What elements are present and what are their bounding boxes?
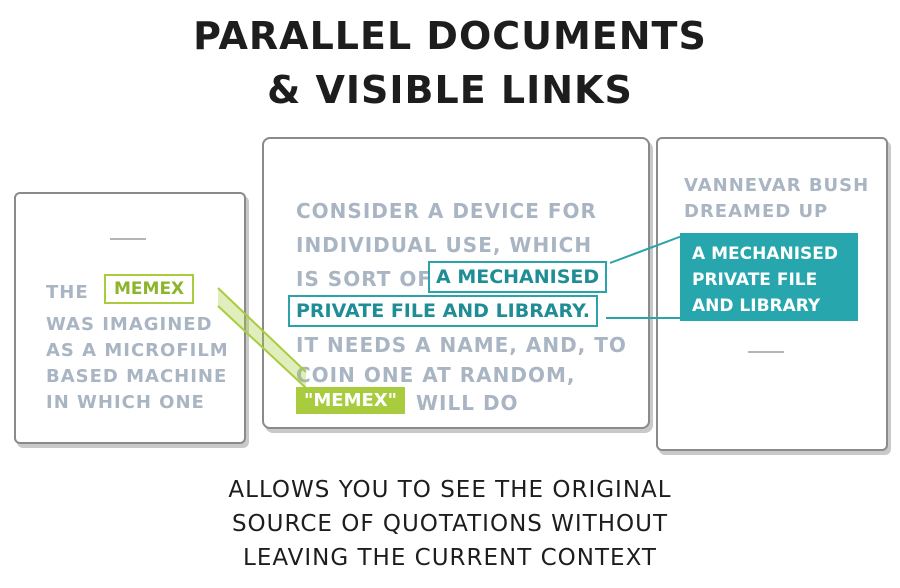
right-doc-line-2: DREAMED UP bbox=[684, 201, 829, 222]
caption-line-2: SOURCE OF QUOTATIONS WITHOUT bbox=[231, 511, 669, 537]
middle-doc-highlight-part-2: PRIVATE FILE AND LIBRARY. bbox=[288, 295, 598, 327]
middle-doc-line-3: IS SORT OF bbox=[296, 267, 432, 291]
title-line-1: PARALLEL DOCUMENTS bbox=[193, 14, 707, 58]
left-doc-rule bbox=[110, 238, 146, 240]
left-doc-the: THE bbox=[46, 282, 89, 303]
right-doc-highlight-line-2: PRIVATE FILE bbox=[692, 270, 818, 290]
middle-doc-line-5: COIN ONE AT RANDOM, bbox=[296, 363, 576, 387]
left-document-card: THE MEMEX WAS IMAGINED AS A MICROFILM BA… bbox=[14, 192, 246, 444]
left-doc-line-2: AS A MICROFILM bbox=[46, 340, 229, 361]
right-doc-line-1: VANNEVAR BUSH bbox=[684, 175, 870, 196]
green-link-top bbox=[217, 287, 307, 373]
left-doc-line-1: WAS IMAGINED bbox=[46, 314, 213, 335]
middle-doc-memex-quote: "MEMEX" bbox=[296, 387, 406, 414]
right-doc-highlight-block: A MECHANISED PRIVATE FILE AND LIBRARY bbox=[680, 233, 858, 321]
left-doc-line-3: BASED MACHINE bbox=[46, 366, 228, 387]
teal-link-top bbox=[609, 235, 683, 264]
green-link-band bbox=[218, 288, 306, 388]
left-doc-memex-highlight: MEMEX bbox=[104, 274, 195, 304]
middle-doc-line-4: IT NEEDS A NAME, AND, TO bbox=[296, 333, 627, 357]
right-document-card: VANNEVAR BUSH DREAMED UP A MECHANISED PR… bbox=[656, 137, 888, 451]
caption-line-3: LEAVING THE CURRENT CONTEXT bbox=[243, 545, 657, 571]
right-doc-highlight-line-3: AND LIBRARY bbox=[692, 296, 821, 316]
caption-line-1: ALLOWS YOU TO SEE THE ORIGINAL bbox=[228, 477, 672, 503]
middle-doc-line-1: CONSIDER A DEVICE FOR bbox=[296, 199, 597, 223]
middle-doc-will-do: WILL DO bbox=[416, 391, 519, 415]
left-doc-line-4: IN WHICH ONE bbox=[46, 392, 205, 413]
green-link-bottom bbox=[217, 305, 307, 389]
middle-doc-highlight-part-1: A MECHANISED bbox=[428, 261, 608, 293]
middle-document-card: CONSIDER A DEVICE FOR INDIVIDUAL USE, WH… bbox=[262, 137, 650, 429]
right-doc-highlight-line-1: A MECHANISED bbox=[692, 244, 838, 264]
middle-doc-line-2: INDIVIDUAL USE, WHICH bbox=[296, 233, 593, 257]
title-line-2: & VISIBLE LINKS bbox=[267, 68, 633, 112]
right-doc-rule bbox=[748, 351, 784, 353]
